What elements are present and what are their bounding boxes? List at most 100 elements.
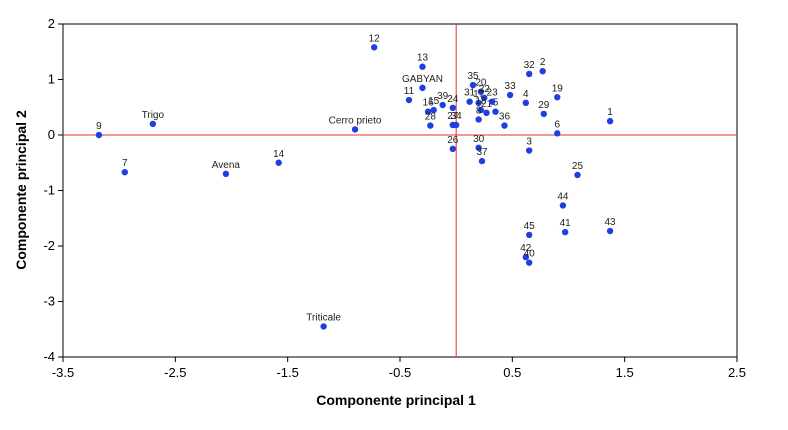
data-point bbox=[477, 106, 485, 114]
data-point bbox=[466, 98, 473, 105]
data-point-label: 25 bbox=[572, 161, 584, 172]
data-point-label: Trigo bbox=[142, 110, 165, 121]
data-point-label: 42 bbox=[520, 243, 532, 254]
data-point bbox=[419, 84, 426, 92]
x-tick-label: 0.5 bbox=[503, 365, 521, 380]
data-point bbox=[540, 110, 547, 118]
data-point-label: 5 bbox=[493, 98, 499, 109]
data-point-label: 22 bbox=[479, 84, 491, 95]
data-point bbox=[488, 98, 496, 105]
data-point-label: Avena bbox=[212, 160, 241, 171]
data-point bbox=[506, 91, 514, 99]
data-point bbox=[559, 202, 567, 209]
data-point bbox=[475, 144, 482, 151]
data-point-label: 14 bbox=[273, 149, 285, 160]
data-point bbox=[95, 131, 103, 139]
data-point-label: 15 bbox=[428, 96, 440, 107]
data-point-label: 7 bbox=[122, 158, 128, 169]
x-tick-label: -0.5 bbox=[389, 365, 411, 380]
data-point bbox=[275, 159, 282, 166]
data-point-label: 13 bbox=[417, 53, 429, 64]
data-point-label: 32 bbox=[524, 60, 536, 71]
data-point-label: 35 bbox=[467, 71, 479, 82]
data-point bbox=[477, 88, 485, 95]
data-point-label: 41 bbox=[560, 218, 572, 229]
data-point-label: 16 bbox=[423, 98, 435, 109]
data-point-label: Cerro prieto bbox=[329, 115, 382, 126]
data-point bbox=[554, 94, 561, 101]
data-point-label: 18 bbox=[475, 96, 487, 107]
x-tick-label: 2.5 bbox=[728, 365, 746, 380]
y-tick-label: 2 bbox=[48, 16, 55, 31]
data-point-label: 19 bbox=[552, 83, 564, 94]
data-point bbox=[320, 323, 327, 330]
data-point-label: 26 bbox=[447, 135, 459, 146]
data-point bbox=[439, 101, 446, 109]
data-point-label: 34 bbox=[451, 111, 463, 122]
data-point-label: 1 bbox=[607, 107, 613, 118]
data-point-label: 24 bbox=[447, 94, 459, 105]
data-point bbox=[525, 70, 533, 78]
data-point bbox=[574, 171, 581, 179]
data-point bbox=[351, 126, 359, 133]
data-point-label: Triticale bbox=[306, 312, 341, 323]
data-point bbox=[424, 108, 432, 115]
data-point bbox=[469, 81, 477, 89]
data-point bbox=[478, 157, 486, 165]
data-point bbox=[554, 130, 561, 137]
x-tick-label: -3.5 bbox=[52, 365, 74, 380]
data-point bbox=[405, 96, 413, 104]
data-point-label: 40 bbox=[524, 249, 536, 260]
data-point bbox=[606, 227, 614, 235]
data-point-label: 30 bbox=[473, 134, 485, 145]
data-point bbox=[475, 116, 482, 123]
data-point bbox=[483, 109, 490, 117]
x-tick-label: -1.5 bbox=[276, 365, 298, 380]
data-point bbox=[525, 259, 533, 266]
data-point-label: 8 bbox=[476, 105, 482, 116]
data-point-label: 37 bbox=[476, 147, 488, 158]
data-point bbox=[539, 67, 546, 75]
data-point bbox=[522, 253, 530, 261]
y-tick-label: -2 bbox=[43, 238, 55, 253]
data-point bbox=[525, 231, 533, 239]
data-point-label: 4 bbox=[523, 89, 529, 100]
data-point bbox=[525, 147, 533, 154]
x-tick-label: 1.5 bbox=[616, 365, 634, 380]
y-tick-label: 1 bbox=[48, 72, 55, 87]
data-point bbox=[222, 170, 230, 178]
data-point-label: 39 bbox=[437, 91, 449, 102]
plot-frame bbox=[62, 23, 738, 358]
data-point bbox=[121, 168, 128, 176]
y-tick-label: -4 bbox=[43, 349, 55, 364]
data-point-label: 12 bbox=[369, 33, 381, 44]
data-point-label: 27 bbox=[447, 111, 459, 122]
data-point bbox=[149, 120, 157, 128]
data-point-label: 11 bbox=[404, 86, 415, 97]
data-point bbox=[452, 121, 460, 129]
data-point-label: 43 bbox=[605, 217, 617, 228]
data-point-label: 33 bbox=[505, 81, 517, 92]
data-point bbox=[419, 63, 426, 70]
data-point-label: 20 bbox=[475, 78, 487, 89]
data-point-label: 36 bbox=[499, 112, 511, 123]
data-point bbox=[449, 145, 456, 153]
data-point-label: 31 bbox=[464, 88, 476, 99]
data-point-label: 44 bbox=[557, 191, 569, 202]
data-point-label: 29 bbox=[538, 100, 550, 111]
data-point-label: 17 bbox=[473, 89, 485, 100]
y-tick-label: -1 bbox=[43, 183, 55, 198]
data-point-label: 3 bbox=[526, 137, 532, 148]
y-tick-label: 0 bbox=[48, 127, 55, 142]
data-point-label: GABYAN bbox=[402, 74, 443, 85]
data-point bbox=[501, 122, 508, 129]
data-point-label: 28 bbox=[425, 112, 437, 123]
data-point bbox=[522, 99, 530, 107]
x-axis-title: Componente principal 1 bbox=[316, 392, 476, 408]
data-point bbox=[561, 228, 569, 236]
data-point-label: 9 bbox=[96, 121, 102, 132]
data-point-label: 2 bbox=[540, 57, 546, 68]
data-point-label: 21 bbox=[481, 99, 493, 110]
data-point-label: 6 bbox=[554, 119, 560, 130]
data-point bbox=[492, 108, 499, 115]
